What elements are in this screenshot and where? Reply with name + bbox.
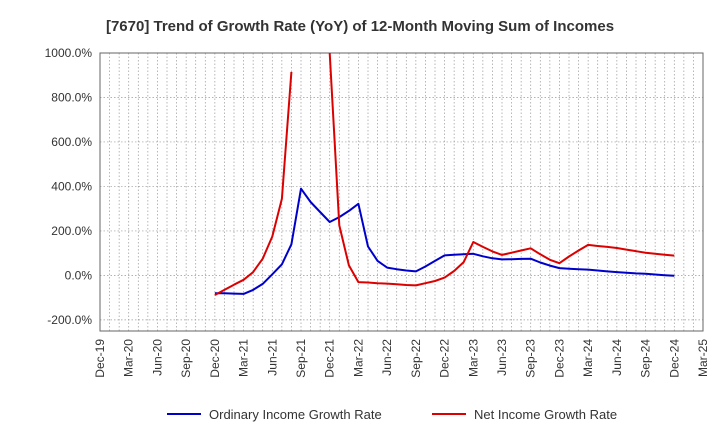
x-tick-label: Dec-24 xyxy=(667,339,681,378)
x-tick-label: Dec-22 xyxy=(438,339,452,378)
plot-frame xyxy=(99,52,704,332)
y-tick-label: 200.0% xyxy=(51,224,92,238)
y-axis: 1000.0% 800.0% 600.0% 400.0% 200.0% 0.0% -200.… xyxy=(45,46,93,327)
x-axis: Dec-19 Mar-20 Jun-20 Sep-20 Dec-20 Mar-21 Jun-… xyxy=(93,339,710,378)
x-tick-label: Jun-23 xyxy=(495,339,509,376)
x-tick-label: Sep-24 xyxy=(639,339,653,378)
x-tick-label: Jun-20 xyxy=(150,339,164,376)
y-tick-label: 0.0% xyxy=(65,268,93,282)
x-tick-label: Mar-22 xyxy=(351,339,365,377)
x-tick-label: Sep-23 xyxy=(524,339,538,378)
grid xyxy=(99,52,704,331)
x-tick-label: Sep-22 xyxy=(409,339,423,378)
x-tick-label: Dec-23 xyxy=(552,339,566,378)
x-tick-label: Mar-25 xyxy=(696,339,710,377)
y-tick-label: 600.0% xyxy=(51,135,92,149)
y-tick-label: -200.0% xyxy=(47,313,92,327)
series-lines xyxy=(214,53,675,296)
y-tick-label: 800.0% xyxy=(51,90,92,104)
legend: Ordinary Income Growth Rate Net Income G… xyxy=(167,407,617,422)
x-tick-label: Mar-23 xyxy=(466,339,480,377)
chart-title: [7670] Trend of Growth Rate (YoY) of 12-… xyxy=(106,18,614,35)
series-line-ordinary-income xyxy=(214,187,675,295)
x-tick-label: Dec-20 xyxy=(208,339,222,378)
x-tick-label: Sep-20 xyxy=(179,339,193,378)
x-tick-label: Jun-24 xyxy=(610,339,624,376)
y-tick-label: 1000.0% xyxy=(45,46,93,60)
x-tick-label: Dec-21 xyxy=(323,339,337,378)
x-tick-label: Jun-22 xyxy=(380,339,394,376)
x-tick-label: Mar-20 xyxy=(122,339,136,377)
x-tick-label: Mar-21 xyxy=(237,339,251,377)
x-tick-label: Jun-21 xyxy=(265,339,279,376)
legend-label-net-income: Net Income Growth Rate xyxy=(474,407,617,422)
x-tick-label: Mar-24 xyxy=(581,339,595,377)
legend-label-ordinary-income: Ordinary Income Growth Rate xyxy=(209,407,382,422)
x-tick-label: Sep-21 xyxy=(294,339,308,378)
y-tick-label: 400.0% xyxy=(51,179,92,193)
series-line-net-income xyxy=(214,53,675,296)
x-tick-label: Dec-19 xyxy=(93,339,107,378)
